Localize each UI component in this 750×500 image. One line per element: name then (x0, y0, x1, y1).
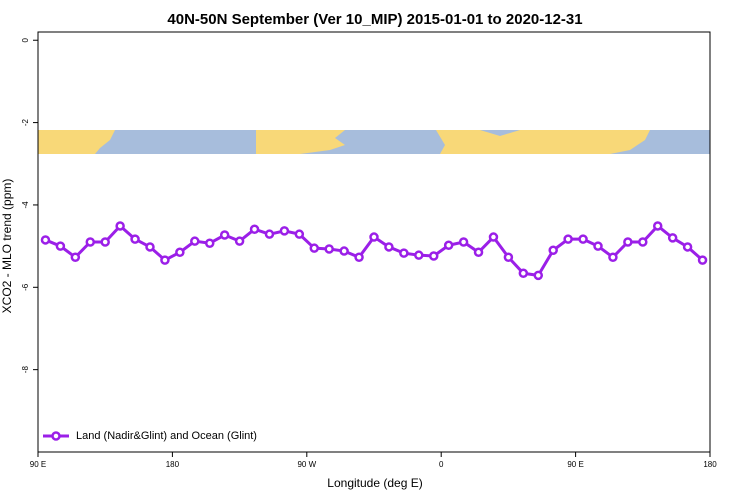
data-point (488, 232, 499, 242)
data-point (70, 252, 81, 262)
data-point (55, 241, 66, 251)
data-point (264, 229, 275, 239)
data-point (578, 234, 588, 244)
y-tick-label: -6 (21, 283, 30, 291)
data-point (593, 241, 603, 251)
x-axis-label: Longitude (deg E) (327, 476, 422, 490)
data-point (145, 242, 155, 252)
data-point (428, 251, 439, 261)
y-tick-label: -2 (21, 118, 30, 126)
data-point (234, 236, 245, 246)
x-tick-label: 0 (439, 460, 444, 469)
map-land (436, 130, 650, 154)
data-point (623, 237, 633, 247)
x-tick-label: 90 E (567, 460, 583, 469)
data-point (518, 268, 529, 279)
data-point (219, 230, 230, 240)
data-point (399, 248, 409, 258)
y-tick-label: -4 (21, 201, 30, 209)
x-tick-label: 180 (166, 460, 180, 469)
data-point (130, 234, 140, 244)
data-point (608, 252, 618, 262)
data-point (160, 255, 170, 265)
data-point (533, 270, 544, 281)
data-point (458, 237, 469, 247)
x-tick-label: 90 W (297, 460, 316, 469)
data-point (384, 242, 394, 252)
data-point (369, 232, 379, 242)
data-point (473, 247, 484, 258)
data-point (414, 250, 424, 260)
map-land (256, 130, 345, 154)
data-point (324, 244, 334, 254)
data-point (40, 235, 51, 245)
chart-title: 40N-50N September (Ver 10_MIP) 2015-01-0… (167, 11, 582, 28)
data-point (85, 237, 96, 247)
x-tick-label: 90 E (30, 460, 46, 469)
data-point (563, 234, 573, 244)
data-point (190, 236, 200, 246)
data-point (548, 245, 558, 255)
legend-marker (51, 431, 61, 441)
legend-label: Land (Nadir&Glint) and Ocean (Glint) (76, 430, 257, 442)
data-point (100, 237, 110, 247)
data-point (443, 240, 454, 251)
data-point (503, 252, 514, 262)
data-point (697, 255, 708, 265)
data-point (175, 247, 185, 258)
x-tick-label: 180 (703, 460, 717, 469)
data-point (638, 237, 648, 247)
data-point (115, 221, 125, 231)
data-point (204, 238, 215, 248)
data-point (652, 221, 663, 231)
data-point (354, 252, 364, 262)
map-strip (38, 130, 710, 154)
data-point (279, 226, 290, 236)
data-point (339, 246, 349, 256)
y-axis-label: XCO2 - MLO trend (ppm) (0, 179, 14, 314)
map-land (38, 130, 115, 154)
data-point (309, 243, 320, 253)
data-point (249, 224, 260, 234)
data-point (294, 229, 305, 239)
data-point (667, 233, 678, 243)
plot-frame (37, 31, 711, 453)
data-point (682, 242, 693, 252)
y-tick-label: -8 (21, 366, 30, 374)
y-tick-label: 0 (21, 37, 30, 42)
